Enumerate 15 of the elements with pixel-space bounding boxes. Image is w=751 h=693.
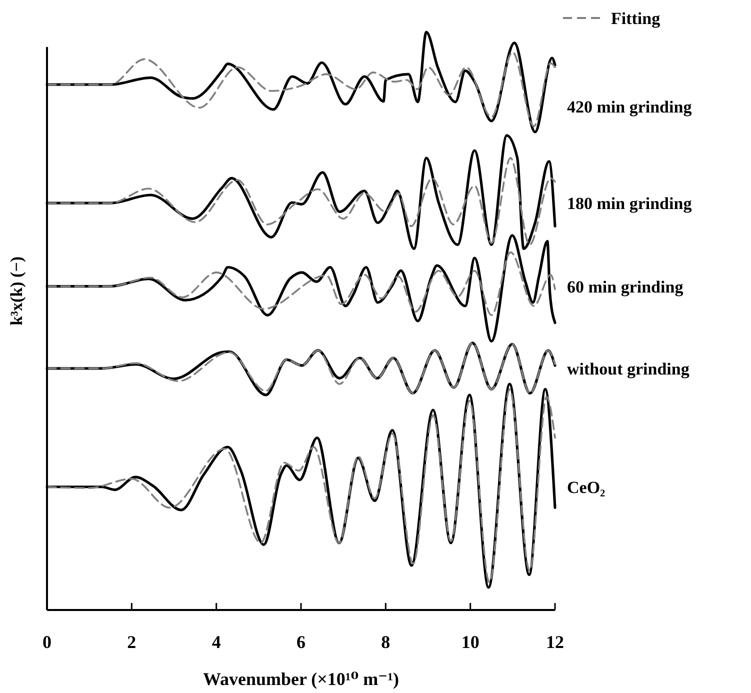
x-tick-label: 2	[127, 632, 136, 652]
x-tick-label: 6	[296, 632, 306, 652]
series-label: 60 min grinding	[567, 277, 684, 296]
x-tick-label: 0	[42, 632, 52, 652]
x-tick-label: 10	[461, 632, 480, 652]
x-tick-label: 12	[546, 632, 564, 652]
series-label: 420 min grinding	[567, 98, 692, 117]
series-label: 180 min grinding	[567, 194, 692, 214]
x-tick-label: 4	[212, 632, 221, 652]
legend-label: Fitting	[611, 9, 661, 28]
x-axis-title: Wavenumber (×10¹⁰ m⁻¹)	[202, 669, 400, 689]
y-axis-title: k³x(k) (−)	[7, 256, 26, 326]
x-tick-label: 8	[381, 632, 390, 652]
series-label: CeO₂	[567, 478, 606, 497]
series-label: without grinding	[567, 359, 690, 378]
